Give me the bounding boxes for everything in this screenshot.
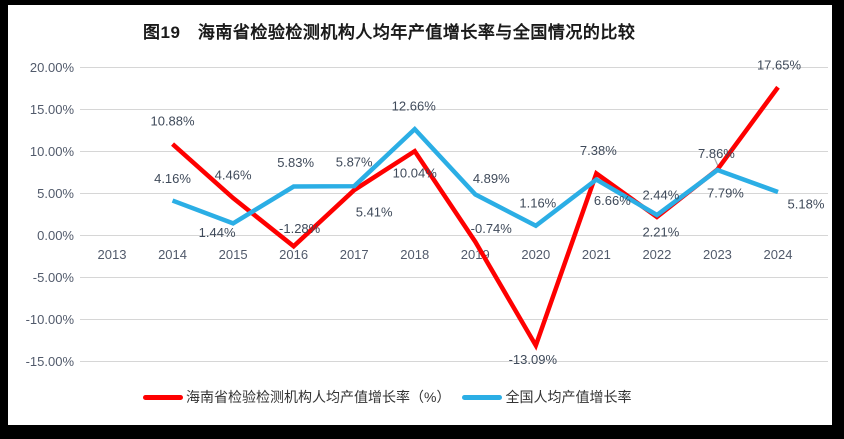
data-label: 5.83% — [277, 155, 314, 170]
y-axis-tick-label: 0.00% — [37, 228, 74, 243]
data-label: -13.09% — [509, 352, 558, 367]
legend-label-national: 全国人均产值增长率 — [505, 389, 632, 405]
y-axis-tick-label: 15.00% — [30, 102, 75, 117]
x-axis-year-label: 2024 — [764, 247, 793, 262]
data-label: 7.79% — [707, 186, 744, 201]
chart-title: 图19 海南省检验检测机构人均年产值增长率与全国情况的比较 — [143, 23, 636, 42]
data-label: -1.28% — [279, 221, 321, 236]
data-label: 10.04% — [393, 166, 438, 181]
chart-card: 图19 海南省检验检测机构人均年产值增长率与全国情况的比较 20.00% 15.0… — [8, 5, 832, 425]
label-leader-line — [713, 156, 719, 167]
legend-label-hainan: 海南省检验检测机构人均产值增长率（%） — [186, 389, 451, 405]
x-axis-year-label: 2022 — [642, 247, 671, 262]
data-label: 4.46% — [215, 168, 252, 183]
data-label: 5.41% — [356, 205, 393, 220]
x-axis-year-label: 2014 — [158, 247, 187, 262]
y-axis-tick-label: -15.00% — [26, 354, 75, 369]
legend-item-hainan: 海南省检验检测机构人均产值增长率（%） — [143, 387, 450, 407]
y-axis-tick-label: 10.00% — [30, 144, 75, 159]
x-axis-year-label: 2016 — [279, 247, 308, 262]
data-label: 5.18% — [788, 196, 825, 211]
legend-line-swatch-hainan — [143, 394, 183, 400]
data-label: 4.89% — [473, 171, 510, 186]
data-label: 10.88% — [150, 114, 195, 129]
y-axis-tick-label: -10.00% — [26, 312, 75, 327]
x-axis-year-label: 2020 — [521, 247, 550, 262]
chart-legend: 海南省检验检测机构人均产值增长率（%） 全国人均产值增长率 — [143, 387, 631, 407]
line-chart-plot-area: 20.00% 15.00% 10.00% 5.00% 0.00% -5.00% -10.00… — [26, 58, 828, 369]
y-axis-tick-label: -5.00% — [33, 270, 75, 285]
legend-line-swatch-national — [462, 394, 503, 400]
x-axis-year-label: 2021 — [582, 247, 611, 262]
x-axis-year-label: 2018 — [400, 247, 429, 262]
data-label: 1.44% — [199, 225, 236, 240]
x-axis-year-label: 2017 — [340, 247, 369, 262]
data-label: 4.16% — [154, 171, 191, 186]
data-label: -0.74% — [471, 221, 513, 236]
y-axis-tick-label: 20.00% — [30, 60, 75, 75]
data-label: 7.38% — [580, 143, 617, 158]
legend-item-national: 全国人均产值增长率 — [462, 387, 631, 407]
y-axis-tick-label: 5.00% — [37, 186, 74, 201]
data-label: 2.44% — [642, 188, 679, 203]
data-label: 1.16% — [519, 195, 556, 210]
data-label: 7.86% — [698, 146, 735, 161]
data-label: 6.66% — [594, 193, 631, 208]
x-axis-year-label: 2015 — [219, 247, 248, 262]
data-label: 17.65% — [757, 58, 802, 73]
x-axis-year-label: 2023 — [703, 247, 732, 262]
series-line-0 — [171, 85, 780, 351]
x-axis-year-label: 2013 — [98, 247, 127, 262]
data-label: 2.21% — [642, 224, 679, 239]
data-label: 12.66% — [392, 99, 437, 114]
series-line-1 — [171, 125, 779, 229]
data-label: 5.87% — [336, 155, 373, 170]
